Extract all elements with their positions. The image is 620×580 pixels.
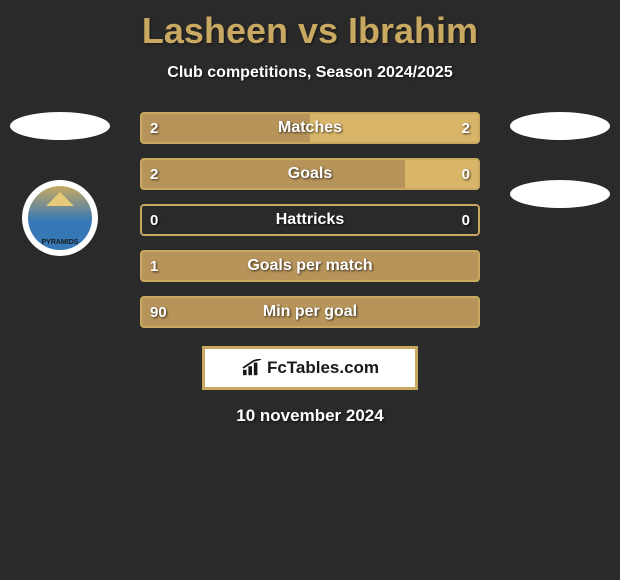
right-player-column — [510, 112, 610, 208]
brand-box: FcTables.com — [202, 346, 418, 390]
player-photo-placeholder-right-2 — [510, 180, 610, 208]
stat-row: 90Min per goal — [140, 296, 480, 328]
stat-label: Min per goal — [140, 296, 480, 328]
stat-bars: 22Matches 20Goals 00Hattricks 1Goals per ma… — [140, 112, 480, 328]
stat-row: 1Goals per match — [140, 250, 480, 282]
date-label: 10 november 2024 — [0, 406, 620, 426]
stat-row: 00Hattricks — [140, 204, 480, 236]
club-badge-left: PYRAMIDS — [22, 180, 98, 256]
chart-icon — [241, 359, 263, 377]
comparison-panel: PYRAMIDS 22Matches 20Goals 00Hattricks 1Goa… — [0, 112, 620, 328]
subtitle: Club competitions, Season 2024/2025 — [0, 64, 620, 82]
player-photo-placeholder-right-1 — [510, 112, 610, 140]
stat-label: Goals — [140, 158, 480, 190]
stat-label: Hattricks — [140, 204, 480, 236]
left-player-column: PYRAMIDS — [10, 112, 110, 256]
page-title: Lasheen vs Ibrahim — [0, 0, 620, 52]
club-badge-left-label: PYRAMIDS — [28, 186, 92, 250]
brand-text: FcTables.com — [267, 358, 379, 378]
stat-label: Goals per match — [140, 250, 480, 282]
stat-row: 22Matches — [140, 112, 480, 144]
stat-label: Matches — [140, 112, 480, 144]
stat-row: 20Goals — [140, 158, 480, 190]
player-photo-placeholder-left — [10, 112, 110, 140]
